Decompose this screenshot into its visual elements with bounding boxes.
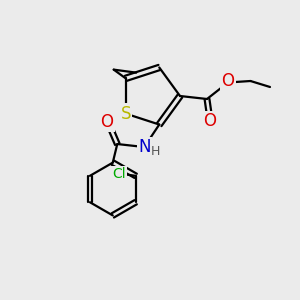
- Text: H: H: [151, 145, 160, 158]
- Text: O: O: [100, 112, 113, 130]
- Text: Cl: Cl: [112, 167, 126, 181]
- Text: O: O: [203, 112, 217, 130]
- Text: O: O: [221, 72, 235, 90]
- Text: N: N: [138, 138, 151, 156]
- Text: S: S: [121, 105, 131, 123]
